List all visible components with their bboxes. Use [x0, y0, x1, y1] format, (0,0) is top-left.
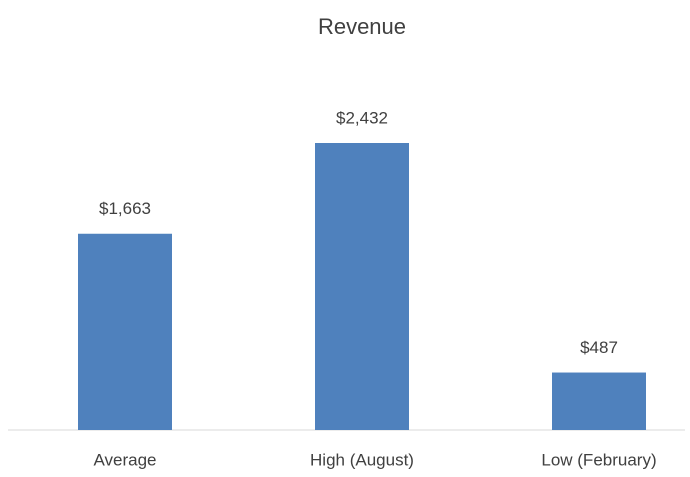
- chart-title: Revenue: [318, 14, 406, 39]
- x-tick-label: High (August): [310, 450, 414, 469]
- bar: [315, 143, 409, 430]
- x-tick-label: Low (February): [541, 450, 656, 469]
- bar: [78, 233, 172, 430]
- data-label: $1,663: [99, 199, 151, 218]
- x-tick-label: Average: [93, 450, 156, 469]
- bar: [552, 372, 646, 430]
- data-label: $487: [580, 338, 618, 357]
- data-label: $2,432: [336, 108, 388, 127]
